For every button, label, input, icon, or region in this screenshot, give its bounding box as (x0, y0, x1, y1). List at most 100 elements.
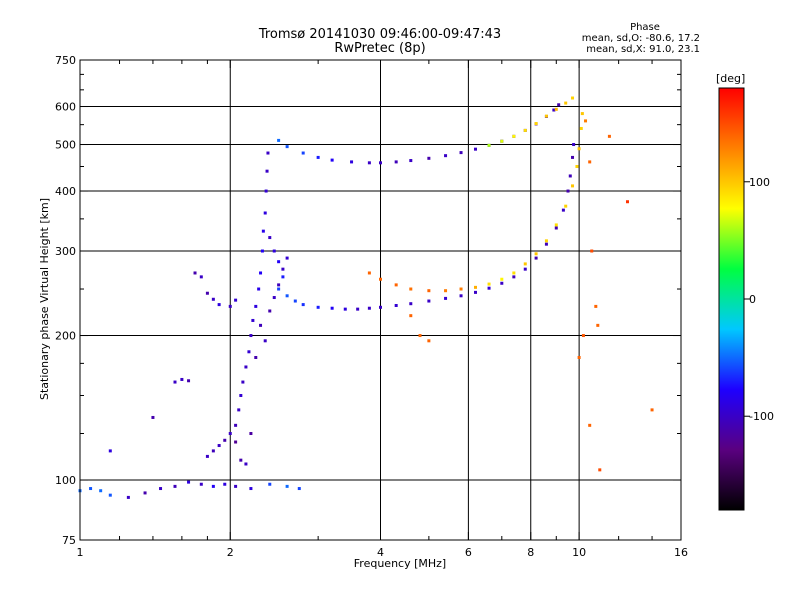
data-point (89, 487, 93, 491)
data-point (607, 134, 611, 138)
y-tick-label: 500 (55, 139, 76, 152)
x-tick-label: 4 (377, 546, 384, 559)
data-point (564, 204, 568, 208)
data-point (205, 291, 209, 295)
data-point (277, 260, 281, 264)
data-point (223, 482, 227, 486)
phase-stats-o: mean, sd,O: -80.6, 17.2 (581, 33, 700, 44)
data-point (268, 482, 272, 486)
data-point (180, 377, 184, 381)
data-point (367, 161, 371, 165)
colorbar: [deg] 100 0 -100 (716, 72, 774, 511)
data-point (205, 454, 209, 458)
data-point (590, 249, 594, 253)
data-point (259, 271, 263, 275)
points-layer (78, 96, 654, 499)
x-tick-label: 10 (572, 546, 586, 559)
data-point (473, 285, 477, 289)
data-point (234, 440, 238, 444)
data-point (251, 318, 255, 322)
data-point (379, 305, 382, 309)
data-point (356, 307, 360, 311)
data-point (277, 283, 281, 287)
data-point (557, 103, 561, 107)
data-point (588, 160, 592, 164)
data-point (523, 267, 527, 271)
data-point (500, 139, 504, 143)
data-point (108, 493, 112, 497)
data-point (277, 287, 281, 291)
data-point (427, 299, 431, 303)
data-point (330, 158, 334, 162)
data-point (554, 226, 558, 230)
data-point (554, 107, 558, 111)
data-point (544, 239, 548, 243)
data-point (173, 484, 177, 488)
x-tick-label: 8 (527, 546, 534, 559)
data-point (249, 432, 253, 436)
data-point (379, 277, 382, 281)
data-point (571, 184, 575, 188)
data-point (554, 223, 558, 227)
colorbar-tick-label: 100 (749, 176, 770, 189)
colorbar-tick-label: -100 (749, 410, 774, 423)
data-point (394, 283, 398, 287)
data-point (367, 271, 371, 275)
data-point (330, 306, 334, 310)
data-point (367, 306, 371, 310)
data-point (316, 155, 320, 159)
data-point (187, 379, 191, 383)
data-point (409, 159, 413, 163)
data-point (568, 174, 572, 178)
data-point (217, 444, 221, 448)
data-point (580, 112, 584, 116)
data-point (581, 334, 585, 338)
data-point (277, 138, 281, 142)
data-point (534, 122, 538, 126)
data-point (234, 484, 238, 488)
data-point (228, 304, 232, 308)
phase-stats-title: Phase (630, 22, 660, 33)
data-point (350, 160, 354, 164)
data-point (459, 151, 463, 155)
data-point (394, 160, 398, 164)
data-point (409, 302, 413, 306)
data-point (584, 119, 588, 123)
data-point (427, 289, 431, 293)
data-point (173, 380, 177, 384)
colorbar-tick-label: 0 (749, 293, 756, 306)
data-point (281, 267, 285, 271)
data-point (473, 147, 477, 151)
data-point (272, 249, 276, 253)
data-point (409, 314, 413, 318)
data-point (561, 208, 565, 212)
data-point (343, 307, 347, 311)
data-point (487, 143, 491, 147)
data-point (301, 303, 305, 307)
data-point (211, 484, 215, 488)
data-point (143, 491, 147, 495)
data-point (285, 256, 289, 260)
data-point (596, 323, 600, 327)
data-point (199, 482, 203, 486)
data-point (257, 287, 261, 291)
data-point (244, 365, 248, 369)
data-point (261, 229, 265, 233)
data-point (247, 350, 251, 354)
data-point (293, 299, 297, 303)
data-point (625, 200, 629, 204)
data-point (571, 155, 575, 159)
colorbar-label: [deg] (716, 72, 745, 85)
data-point (99, 489, 103, 493)
data-point (285, 484, 289, 488)
data-point (577, 355, 581, 359)
data-point (108, 449, 112, 453)
data-point (211, 449, 215, 453)
data-point (126, 495, 130, 499)
data-point (268, 236, 272, 240)
data-point (239, 394, 243, 398)
grid-layer (80, 60, 681, 540)
data-point (281, 275, 285, 279)
data-point (564, 101, 568, 105)
